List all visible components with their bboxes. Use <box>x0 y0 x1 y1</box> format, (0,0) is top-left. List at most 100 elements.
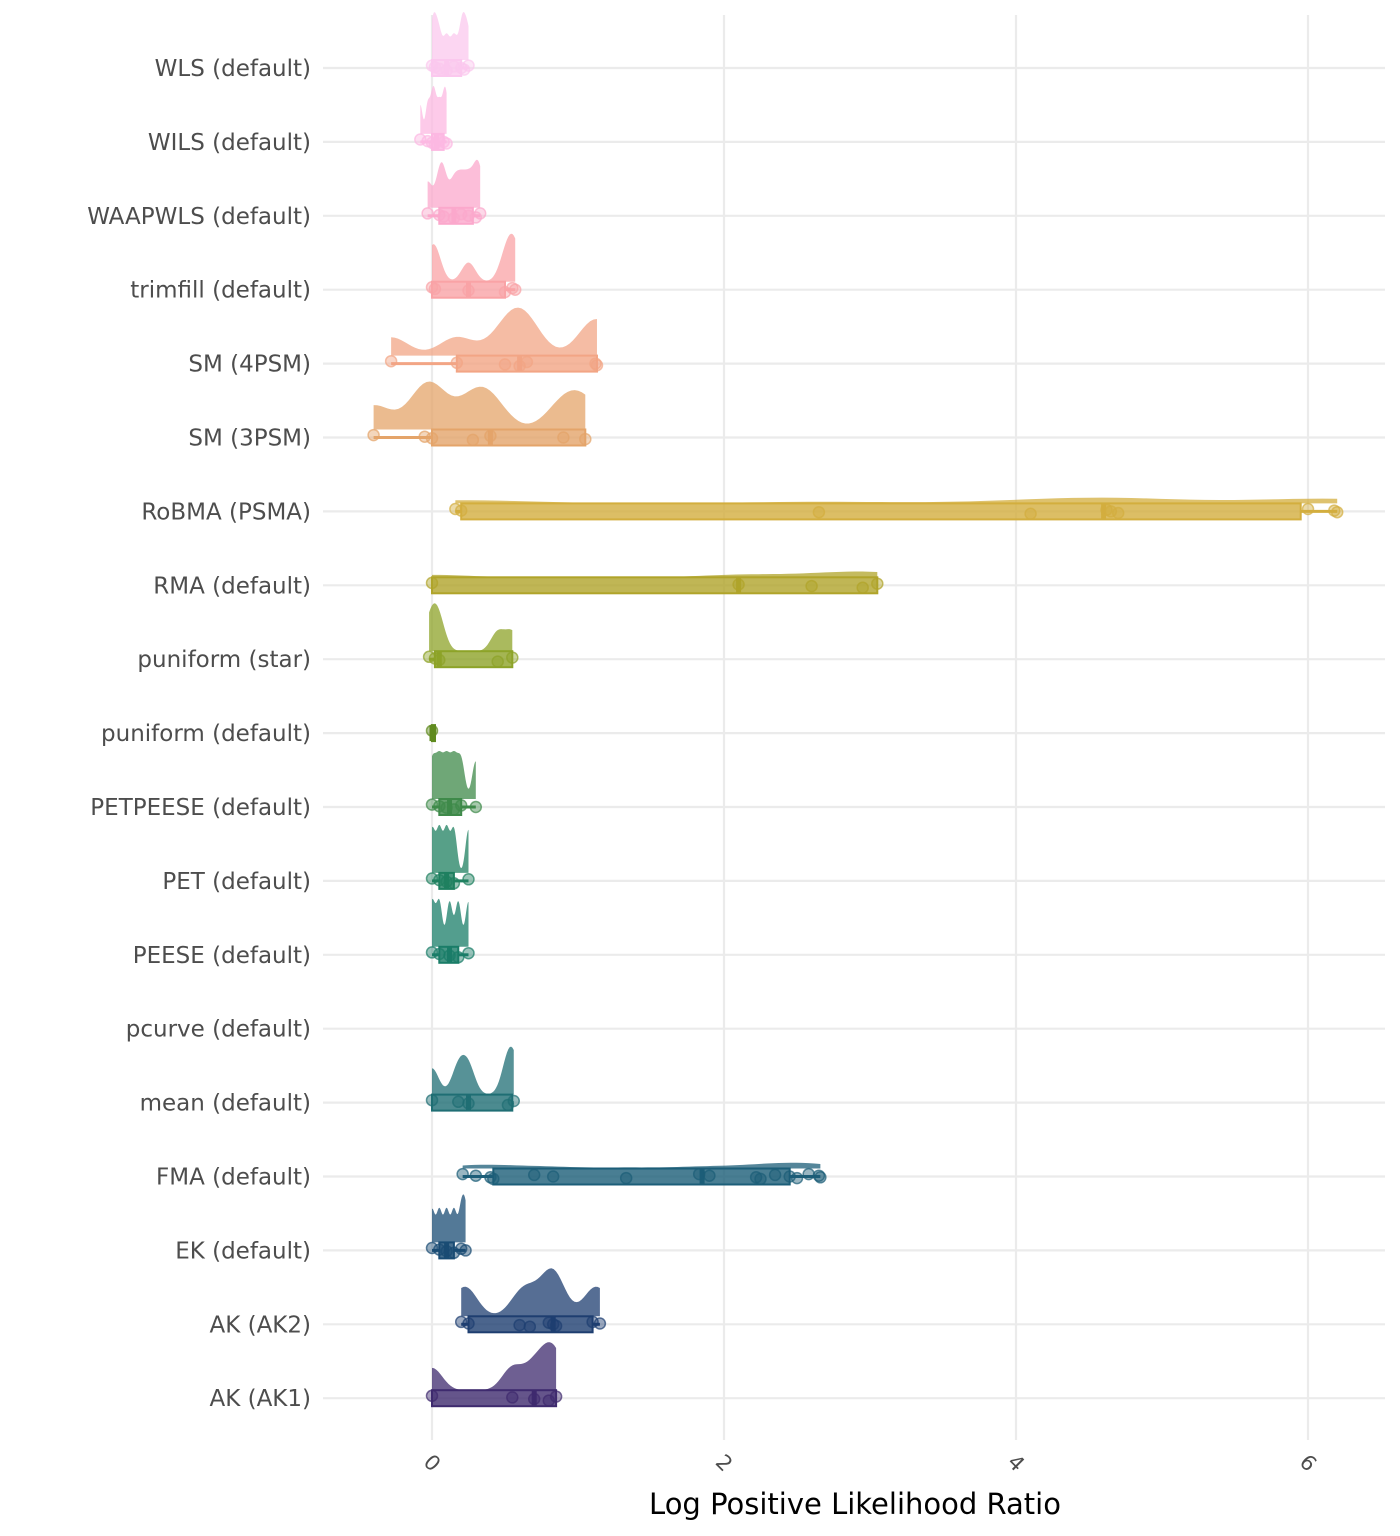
data-point <box>433 873 446 887</box>
data-point <box>452 950 465 964</box>
data-point <box>703 1169 716 1182</box>
data-point <box>593 1317 607 1330</box>
data-point <box>425 432 439 445</box>
density-cloud <box>432 12 469 60</box>
data-point <box>513 359 526 373</box>
data-point <box>871 577 884 590</box>
x-tick-label: 0 <box>419 1450 445 1476</box>
data-point <box>506 651 519 664</box>
data-point <box>805 579 818 593</box>
data-point <box>513 1318 526 1332</box>
x-tick-label: 4 <box>1003 1450 1029 1476</box>
y-tick-label: puniform (star) <box>137 647 311 673</box>
data-point <box>433 947 446 961</box>
data-point <box>425 798 439 811</box>
y-tick-label: RoBMA (PSMA) <box>141 499 311 525</box>
box <box>460 502 1302 521</box>
data-point <box>425 1389 439 1403</box>
data-point <box>462 1097 475 1110</box>
data-point <box>447 803 461 816</box>
y-tick-label: SM (4PSM) <box>188 352 311 378</box>
data-point <box>433 62 446 76</box>
density-cloud <box>391 307 597 356</box>
data-point <box>508 283 522 296</box>
y-tick-label: PETPEESE (default) <box>90 795 311 821</box>
data-point <box>433 1243 446 1256</box>
data-point <box>579 432 592 446</box>
density-cloud <box>462 1162 821 1169</box>
y-axis-labels: WLS (default) WILS (default) WAAPWLS (defa… <box>87 56 311 1412</box>
data-point <box>462 284 475 297</box>
density-cloud <box>432 571 878 578</box>
y-tick-label: PEESE (default) <box>133 943 311 969</box>
data-point <box>523 1320 537 1333</box>
data-point <box>498 358 512 371</box>
data-point <box>590 358 604 372</box>
box <box>431 1389 558 1408</box>
data-point <box>1024 507 1037 521</box>
density-cloud <box>420 85 447 134</box>
data-point <box>1301 502 1315 516</box>
density-cloud <box>432 1342 557 1391</box>
data-point <box>466 433 480 447</box>
data-point <box>425 1241 439 1255</box>
data-point <box>812 505 826 519</box>
data-point <box>440 1244 453 1258</box>
density-cloud <box>461 1268 600 1317</box>
box <box>492 1167 791 1186</box>
data-point <box>425 872 439 885</box>
x-axis-title: Log Positive Likelihood Ratio <box>649 1487 1061 1521</box>
data-point <box>1330 505 1344 519</box>
data-point <box>520 355 534 369</box>
data-point <box>732 578 745 591</box>
data-point <box>425 1093 439 1107</box>
data-point <box>527 1392 541 1406</box>
data-point <box>421 207 434 220</box>
density-clouds <box>373 12 1338 1391</box>
data-point <box>462 873 475 886</box>
data-point <box>418 430 431 443</box>
data-point <box>414 133 427 146</box>
density-cloud <box>432 233 516 282</box>
data-point <box>425 724 439 737</box>
data-point <box>1104 505 1118 518</box>
x-axis-ticks: 0 2 4 6 <box>419 1450 1321 1476</box>
data-point <box>542 1394 556 1407</box>
density-cloud <box>455 497 1338 504</box>
box <box>431 576 879 595</box>
data-point <box>790 1171 804 1185</box>
data-point <box>549 1390 563 1403</box>
data-point <box>456 1167 469 1181</box>
data-point <box>557 431 570 444</box>
data-point <box>433 653 446 667</box>
density-cloud <box>432 898 469 947</box>
data-point <box>433 799 446 813</box>
data-point <box>462 59 475 72</box>
y-tick-label: FMA (default) <box>156 1165 311 1191</box>
data-point <box>856 581 869 594</box>
data-point <box>447 877 461 890</box>
density-cloud <box>427 159 481 208</box>
data-point <box>549 1319 563 1333</box>
y-tick-label: WILS (default) <box>148 130 311 156</box>
x-tick-label: 6 <box>1295 1450 1321 1476</box>
data-point <box>546 1170 560 1183</box>
data-point <box>450 356 464 370</box>
y-tick-label: WLS (default) <box>155 56 311 82</box>
y-tick-label: AK (AK1) <box>209 1386 311 1412</box>
data-point <box>437 210 450 223</box>
data-point <box>425 946 439 959</box>
data-point <box>586 1315 599 1329</box>
box <box>431 428 587 447</box>
data-point <box>452 1095 465 1109</box>
data-point <box>462 946 475 960</box>
data-point <box>462 1317 475 1330</box>
data-point <box>447 1246 461 1260</box>
data-point <box>527 1168 541 1182</box>
y-tick-label: RMA (default) <box>153 573 311 599</box>
data-point <box>440 137 453 150</box>
density-cloud <box>432 1194 466 1243</box>
data-point <box>428 282 442 296</box>
data-point <box>619 1171 633 1185</box>
